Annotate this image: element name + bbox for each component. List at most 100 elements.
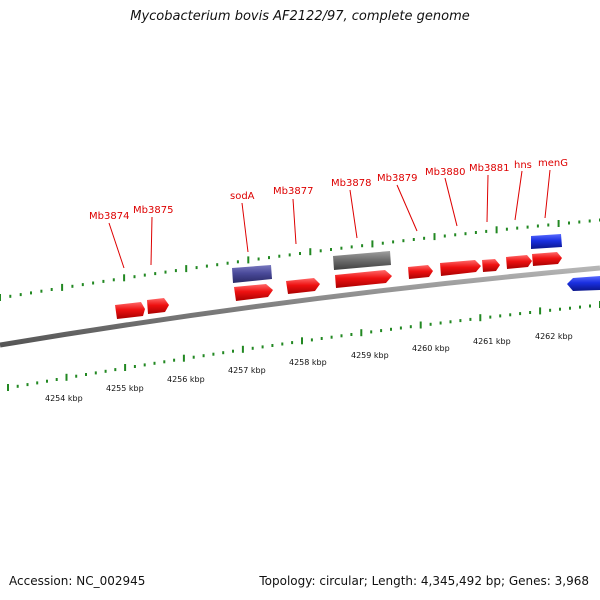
outer-ring-minor-tick [454, 233, 457, 237]
inner-ring-minor-tick [163, 360, 166, 364]
inner-ring-minor-tick [310, 338, 313, 342]
inner-ring-minor-tick [469, 317, 472, 321]
gene-mb3874 [115, 302, 145, 319]
inner-ring-minor-tick [26, 383, 29, 387]
inner-ring-minor-tick [46, 379, 48, 383]
outer-ring-minor-tick [505, 227, 508, 231]
connector-soda [241, 202, 249, 253]
inner-ring-minor-tick [340, 334, 343, 338]
inner-ring-minor-tick [192, 355, 195, 359]
outer-ring-minor-tick [485, 229, 488, 233]
outer-ring-minor-tick [464, 232, 467, 236]
outer-ring-minor-tick [526, 225, 529, 229]
map-title: Mycobacterium bovis AF2122/97, complete … [130, 9, 470, 24]
outer-ring-major-tick [371, 240, 374, 248]
inner-ring-minor-tick [509, 313, 512, 317]
outer-ring-minor-tick [133, 275, 136, 279]
outer-ring-minor-tick [299, 252, 301, 255]
inner-ring-minor-tick [559, 307, 561, 311]
outer-ring-minor-tick [578, 220, 581, 224]
outer-ring-major-tick [185, 265, 188, 273]
inner-ring-minor-tick [212, 352, 215, 356]
outer-ring-minor-tick [443, 234, 446, 238]
outer-ring-minor-tick [92, 281, 95, 285]
inner-ring-minor-tick [153, 361, 156, 365]
outer-ring-minor-tick [71, 284, 74, 288]
inner-ring-minor-tick [370, 330, 373, 334]
outer-ring-minor-tick [50, 288, 53, 291]
outer-ring-major-tick [247, 256, 250, 264]
outer-ring-minor-tick [423, 236, 426, 240]
kbp-label-4260: 4260 kbp [412, 344, 450, 353]
inner-ring-minor-tick [579, 305, 581, 309]
outer-ring-major-tick [123, 274, 126, 282]
outer-ring-minor-tick [278, 254, 281, 258]
inner-ring-major-tick [419, 321, 422, 329]
outer-ring-minor-tick [81, 283, 84, 287]
topology-text: Topology: circular; Length: 4,345,492 bp… [259, 574, 589, 588]
kbp-label-4254: 4254 kbp [45, 394, 83, 403]
inner-ring-minor-tick [589, 304, 591, 308]
gene-soda [232, 265, 272, 283]
connector-mb3878 [349, 189, 358, 239]
inner-tick-ring [7, 301, 600, 391]
inner-ring-minor-tick [399, 326, 402, 330]
inner-ring-major-tick [539, 307, 542, 315]
inner-ring-minor-tick [529, 311, 532, 314]
inner-ring-minor-tick [133, 365, 136, 368]
outer-ring-minor-tick [40, 289, 43, 293]
kbp-label-4262: 4262 kbp [535, 332, 573, 341]
outer-ring-minor-tick [268, 256, 270, 260]
gene-label-soda: sodA [230, 191, 255, 202]
inner-ring-minor-tick [499, 314, 502, 318]
outer-ring-major-tick [433, 233, 436, 241]
inner-ring-major-tick [65, 373, 68, 381]
gene-mb3881 [482, 259, 500, 272]
gene-mb3880 [440, 260, 481, 276]
inner-ring-major-tick [124, 364, 127, 371]
gene-red-under-meng [532, 252, 562, 266]
inner-ring-minor-tick [173, 358, 176, 362]
label-connectors [108, 169, 551, 269]
outer-ring-minor-tick [216, 263, 219, 267]
outer-ring-minor-tick [30, 291, 32, 295]
outer-ring-minor-tick [195, 266, 198, 270]
gene-mb3877 [286, 278, 320, 294]
connector-mb3879 [396, 184, 418, 232]
gene-label-mb3881: Mb3881 [469, 163, 509, 174]
gene-mb3875 [147, 298, 169, 314]
inner-ring-major-tick [301, 337, 303, 345]
connector-mb3875 [150, 216, 153, 266]
outer-ring-major-tick [61, 283, 64, 291]
inner-ring-minor-tick [330, 335, 333, 339]
inner-ring-minor-tick [409, 325, 412, 329]
outer-ring-minor-tick [588, 219, 591, 223]
gene-hns [506, 255, 532, 269]
inner-ring-minor-tick [281, 342, 284, 346]
gene-label-meng: menG [538, 158, 568, 169]
outer-ring-minor-tick [340, 246, 343, 250]
inner-ring-minor-tick [202, 354, 205, 358]
outer-ring-major-tick [0, 294, 1, 301]
inner-ring-minor-tick [271, 344, 274, 347]
inner-ring-minor-tick [16, 384, 19, 388]
outer-ring-minor-tick [474, 231, 477, 234]
inner-ring-major-tick [360, 329, 363, 337]
inner-ring-minor-tick [390, 327, 392, 331]
outer-ring-major-tick [557, 220, 560, 227]
kbp-label-4261: 4261 kbp [473, 337, 511, 346]
outer-ring-minor-tick [361, 244, 364, 248]
outer-ring-minor-tick [164, 270, 167, 274]
inner-ring-minor-tick [251, 346, 254, 350]
kbp-label-4255: 4255 kbp [106, 384, 144, 393]
inner-ring-minor-tick [519, 312, 522, 316]
outer-ring-minor-tick [381, 241, 384, 245]
connector-meng [544, 169, 551, 219]
inner-ring-minor-tick [85, 373, 87, 376]
outer-ring-minor-tick [236, 260, 239, 264]
gene-label-hns: hns [514, 160, 532, 171]
outer-ring-minor-tick [412, 238, 415, 241]
inner-ring-minor-tick [439, 321, 442, 325]
accession-text: Accession: NC_002945 [9, 574, 146, 588]
